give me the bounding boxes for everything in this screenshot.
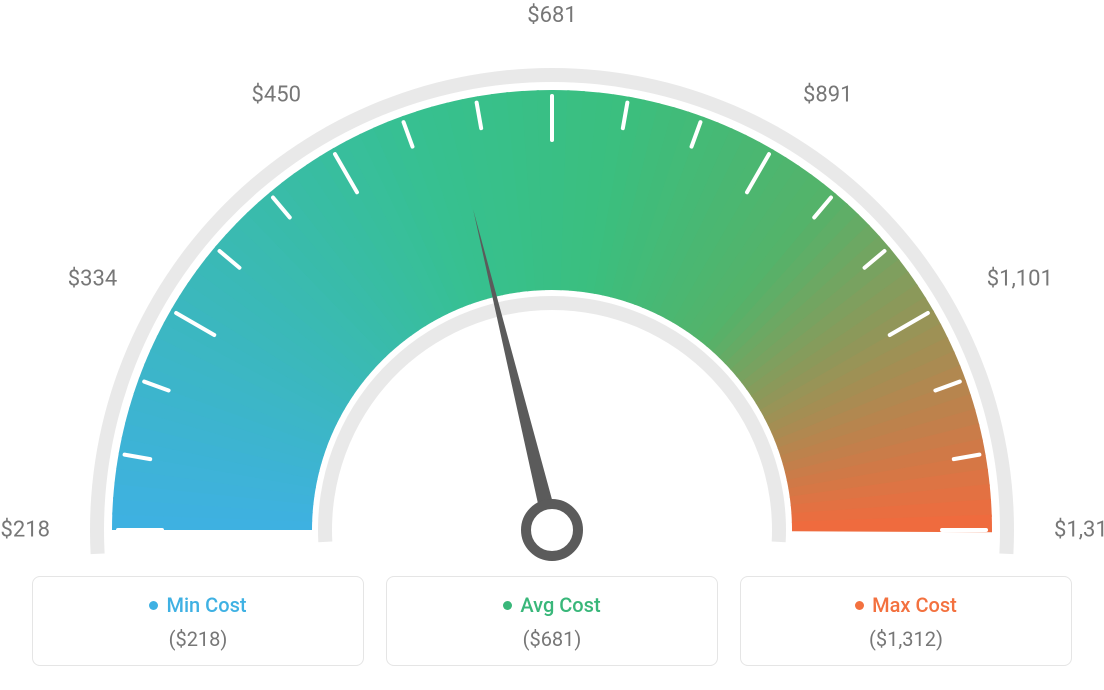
legend-title-max: Max Cost <box>855 593 957 617</box>
legend-label-max: Max Cost <box>872 593 957 617</box>
gauge-tick-label: $334 <box>68 267 117 292</box>
legend-dot-min <box>149 601 158 610</box>
legend-label-min: Min Cost <box>166 593 246 617</box>
legend-card-max: Max Cost ($1,312) <box>740 576 1072 666</box>
legend-value-max: ($1,312) <box>751 627 1061 651</box>
legend-dot-avg <box>503 601 512 610</box>
legend-title-min: Min Cost <box>149 593 246 617</box>
legend-card-avg: Avg Cost ($681) <box>386 576 718 666</box>
gauge-area: $218$334$450$681$891$1,101$1,312 <box>0 10 1104 570</box>
gauge-tick-label: $1,101 <box>987 267 1053 292</box>
gauge-chart-container: $218 $334 $450 $681 $891 $1,101 $1,312 Min Cos… <box>0 0 1104 690</box>
gauge-tick-label: $1,312 <box>1054 518 1104 543</box>
legend-dot-max <box>855 601 864 610</box>
gauge-tick-label: $450 <box>252 83 301 108</box>
legend-value-min: ($218) <box>43 627 353 651</box>
gauge-svg <box>0 10 1104 570</box>
legend-title-avg: Avg Cost <box>503 593 600 617</box>
legend-card-min: Min Cost ($218) <box>32 576 364 666</box>
gauge-tick-label: $218 <box>1 518 50 543</box>
gauge-tick-label: $891 <box>803 83 852 108</box>
legend-label-avg: Avg Cost <box>520 593 600 617</box>
legend-row: Min Cost ($218) Avg Cost ($681) Max Cost… <box>32 576 1072 666</box>
legend-value-avg: ($681) <box>397 627 707 651</box>
gauge-tick-label: $681 <box>527 3 576 28</box>
